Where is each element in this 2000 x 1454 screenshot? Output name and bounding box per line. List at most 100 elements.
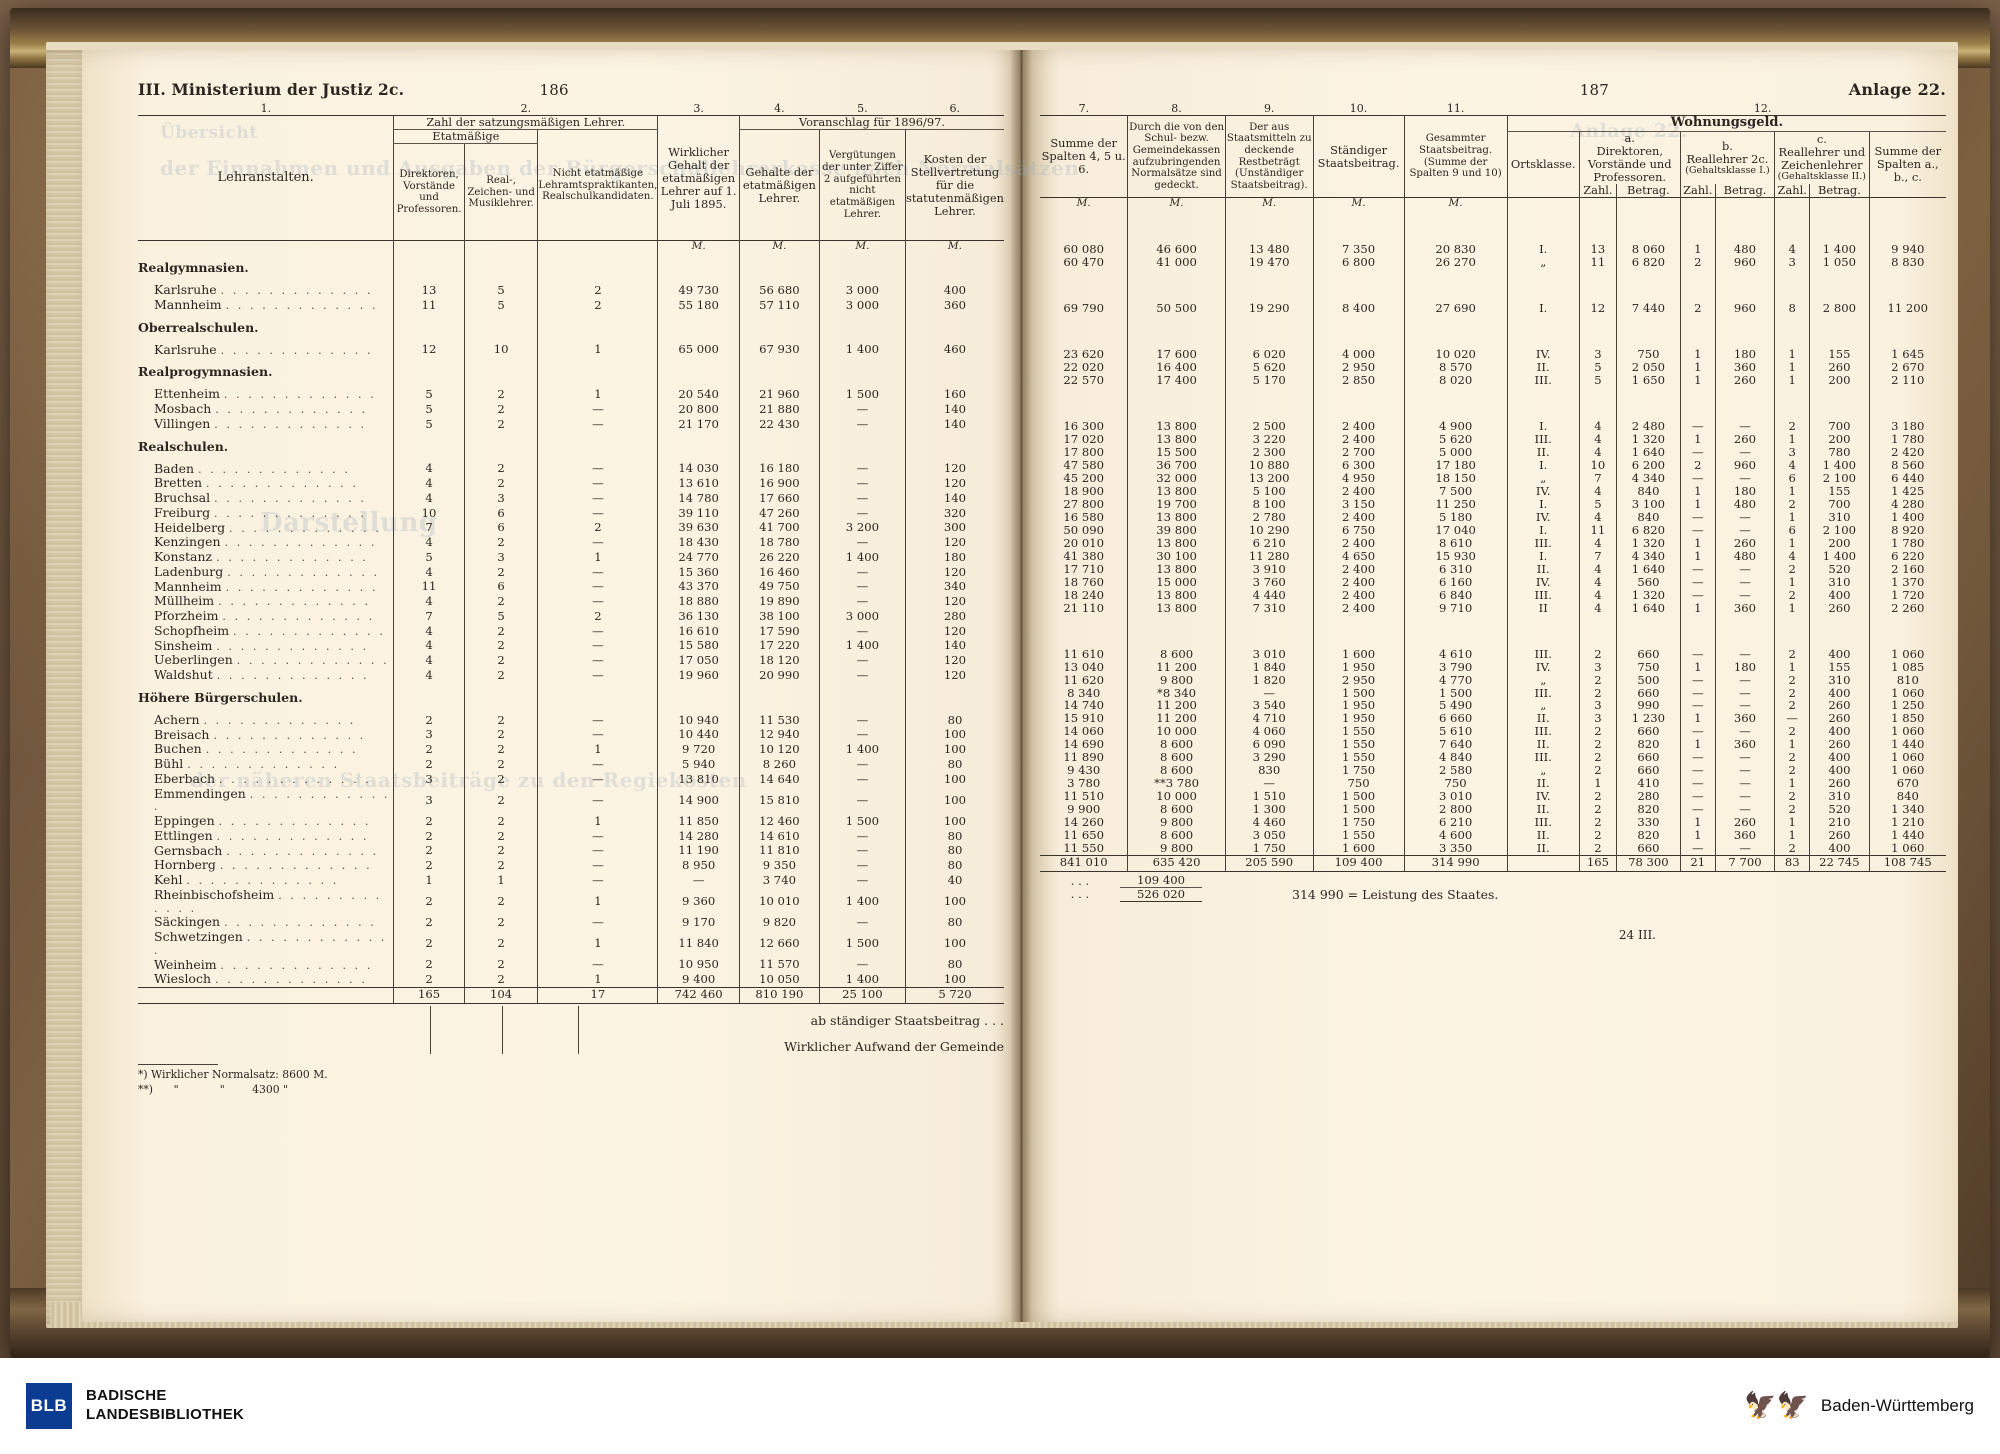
leader-dots: . . . . . . . . . . . . .	[154, 888, 382, 915]
dots-cell: . . .	[1070, 887, 1090, 902]
spacer-row	[138, 431, 1004, 440]
value-cell: 11 200	[1127, 660, 1226, 674]
value-cell: —	[657, 873, 740, 888]
wg-b-zahl: —	[1679, 673, 1716, 687]
value-cell: 13 800	[1127, 419, 1226, 433]
ortsklasse-cell: IV.	[1506, 660, 1580, 674]
ortsklasse-cell: I.	[1506, 419, 1580, 433]
school-name-cell: Säckingen . . . . . . . . . . . . .	[138, 915, 394, 930]
spacer-cell	[393, 334, 465, 343]
spacer-cell	[537, 704, 658, 713]
group-title: Oberrealschulen.	[138, 319, 259, 335]
value-cell: 49 730	[657, 283, 740, 298]
region-branding[interactable]: 🦅🦅 Baden-Württemberg	[1744, 1393, 1974, 1419]
value-cell: 2	[393, 972, 465, 988]
griffin-crest-icon: 🦅🦅	[1744, 1391, 1809, 1421]
value-cell: 6 160	[1403, 575, 1508, 589]
wg-a-betrag: 820	[1616, 738, 1681, 752]
value-cell: 14 610	[738, 828, 820, 844]
value-cell: 49 750	[738, 579, 820, 595]
wg-sum: 1 645	[1868, 347, 1946, 361]
school-name: Buchen	[154, 741, 206, 757]
wg-sum: 1 440	[1868, 829, 1946, 843]
value-cell: 14 030	[657, 461, 740, 477]
table-row: 8 340 *8 340—1 500 1 500 III. 2 660— —2 400 1 06…	[1040, 686, 1946, 700]
wg-a-betrag: 1 320	[1616, 588, 1681, 602]
spacer-cell	[537, 334, 658, 343]
value-cell: 15 500	[1127, 445, 1226, 459]
value-cell: 3 200	[818, 520, 906, 536]
wg-sum: 2 160	[1868, 562, 1946, 576]
group-blank	[1312, 276, 1404, 294]
signature-mark: 24 III.	[1618, 928, 1656, 943]
value-cell: 2	[463, 771, 538, 787]
value-cell: 5 620	[1403, 432, 1508, 446]
value-cell: 36 700	[1127, 458, 1226, 472]
school-name: Ettenheim	[154, 386, 224, 402]
value-cell: 2 400	[1312, 419, 1404, 433]
wg-c-zahl: 2	[1774, 673, 1810, 687]
value-cell: 16 900	[738, 476, 820, 492]
wg-c-letter: c.	[1816, 132, 1827, 147]
value-cell: 280	[904, 609, 1004, 624]
spacer-cell	[1714, 639, 1775, 648]
spacer-cell	[1403, 209, 1508, 218]
spacer-cell	[393, 453, 465, 462]
table-row: 23 620 17 600 6 020 4 000 10 020 IV. 3 750 1 180 1…	[1040, 347, 1946, 361]
spacer-cell	[463, 453, 538, 462]
spacer-cell	[1403, 411, 1508, 420]
wg-b-zahl: 2	[1679, 301, 1716, 315]
value-cell: —	[537, 623, 658, 639]
value-cell: 45 200	[1063, 470, 1104, 485]
leader-dots: . . . . . . . . . . . . .	[198, 462, 351, 476]
library-logo[interactable]: BLB BADISCHE LANDESBIBLIOTHEK	[26, 1383, 244, 1429]
table-row: Waldshut . . . . . . . . . . . . . 4 2—19 …	[138, 668, 1004, 683]
ortsklasse-cell: IV.	[1506, 790, 1580, 804]
spacer-cell	[904, 275, 1004, 284]
value-cell: 6 300	[1312, 458, 1404, 472]
value-cell: 15 810	[738, 786, 820, 815]
wg-c-betrag: 155	[1809, 660, 1870, 674]
summe-456-header: Summe der Spalten 4, 5 u. 6.	[1041, 136, 1126, 177]
rule-cell	[138, 1001, 394, 1004]
wg-c-zahl: 1	[1774, 484, 1810, 498]
group-blank	[463, 365, 538, 380]
wg-c-betrag: 1 400	[1809, 458, 1870, 472]
value-cell: —	[537, 491, 658, 506]
value-cell: 21 110	[1063, 600, 1104, 615]
wg-a-zahl: 4	[1578, 445, 1617, 459]
wg-c-zahl: 2	[1774, 842, 1810, 856]
group-blank	[1224, 622, 1314, 640]
value-cell: 8 400	[1312, 301, 1404, 315]
spacer-cell	[1224, 411, 1314, 420]
left-table-body: Realgymnasien. Karlsruhe . . . . . . . . …	[138, 253, 1004, 1004]
spacer-cell	[393, 682, 465, 691]
value-cell: 5 940	[657, 757, 740, 772]
wg-b-betrag: 260	[1714, 373, 1775, 387]
group-blank	[818, 690, 906, 705]
viewer-bottom-bar: BLB BADISCHE LANDESBIBLIOTHEK 🦅🦅 Baden-W…	[0, 1358, 2000, 1454]
spacer-cell	[393, 431, 465, 440]
group-blank	[393, 261, 465, 276]
ortsklasse-cell: I.	[1506, 458, 1580, 472]
spacer-cell	[1774, 614, 1810, 623]
column-number-row: 7. 8. 9. 10. 11. 12.	[1040, 102, 1946, 116]
group-blank	[537, 320, 658, 335]
table-row: Rheinbischofsheim . . . . . . . . . . . …	[138, 887, 1004, 916]
school-name-cell: Bruchsal . . . . . . . . . . . . .	[138, 491, 394, 506]
value-cell: 1 550	[1312, 725, 1404, 739]
table-row: 13 040 11 200 1 840 1 950 3 790 IV. 3 750 1 180 1 1…	[1040, 660, 1946, 674]
table-row: Karlsruhe . . . . . . . . . . . . . 13 5 2 4…	[138, 283, 1004, 298]
wg-b-zahl: —	[1679, 777, 1716, 791]
spacer-cell	[1679, 268, 1716, 277]
value-cell: 140	[904, 416, 1004, 432]
value-cell: 3 220	[1224, 432, 1314, 446]
wg-b-betrag: 360	[1714, 712, 1775, 726]
spacer-cell	[1868, 234, 1946, 243]
value-cell: —	[537, 858, 658, 874]
school-name: Achern	[154, 711, 204, 727]
totals-value: 83	[1774, 856, 1810, 870]
wg-c-zahl: 1	[1774, 373, 1810, 387]
value-cell: 6	[463, 579, 538, 595]
value-cell: —	[818, 727, 906, 743]
